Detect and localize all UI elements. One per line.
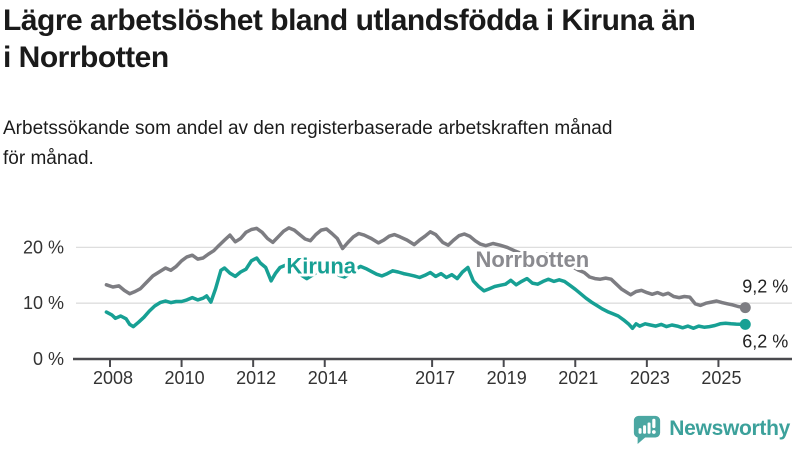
end-value-label-norrbotten: 9,2 %: [742, 277, 788, 297]
subtitle-line-1: Arbetssökande som andel av den registerb…: [3, 118, 613, 139]
series-line-kiruna: [104, 256, 748, 331]
series-label-kiruna: Kiruna: [286, 253, 356, 278]
y-tick-label: 0 %: [33, 349, 64, 369]
end-value-label-kiruna: 6,2 %: [742, 331, 788, 351]
x-tick-label: 2021: [558, 368, 598, 388]
x-tick-label: 2010: [165, 368, 205, 388]
logo-text: Newsworthy: [669, 417, 790, 440]
end-dot-norrbotten: [739, 302, 751, 314]
x-tick-label: 2014: [308, 368, 348, 388]
x-tick-label: 2012: [236, 368, 276, 388]
x-tick-label: 2023: [630, 368, 670, 388]
newsworthy-logo: Newsworthy: [632, 414, 790, 444]
x-tick-label: 2008: [93, 368, 133, 388]
title-line-2: i Norrbotten: [3, 41, 169, 74]
y-tick-label: 20 %: [23, 237, 64, 257]
x-tick-label: 2017: [415, 368, 455, 388]
title-line-1: Lägre arbetslöshet bland utlandsfödda i …: [3, 4, 696, 37]
y-tick-label: 10 %: [23, 293, 64, 313]
end-dot-kiruna: [739, 318, 751, 330]
page-subtitle: Arbetssökande som andel av den registerb…: [3, 114, 797, 174]
subtitle-line-2: för månad.: [3, 148, 94, 169]
page-title: Lägre arbetslöshet bland utlandsfödda i …: [3, 2, 797, 76]
x-tick-label: 2025: [701, 368, 741, 388]
bar-chart-speech-bubble-icon: [634, 415, 661, 444]
x-tick-label: 2019: [487, 368, 527, 388]
series-label-norrbotten: Norrbotten: [475, 247, 589, 272]
series-line-norrbotten: [104, 226, 748, 310]
line-chart: 2008 2010 2012 2014 2017 2019 2021 2023 2025 20 %…: [23, 226, 792, 388]
